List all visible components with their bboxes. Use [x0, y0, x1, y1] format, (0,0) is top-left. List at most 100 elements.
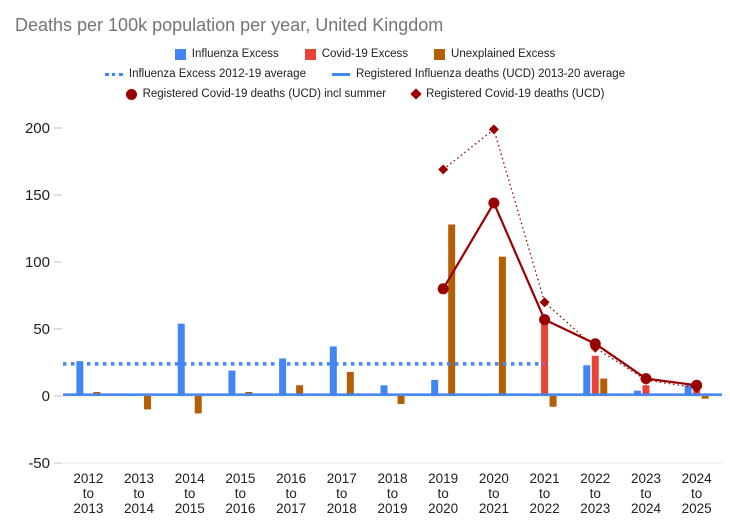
x-axis-label: 2021 — [479, 501, 509, 516]
x-axis-label: to — [387, 486, 398, 501]
legend-label: Influenza Excess — [191, 48, 279, 60]
legend-item-registered-covid-19-deaths-ucd-incl-summer: Registered Covid-19 deaths (UCD) incl su… — [125, 88, 387, 100]
marker-diamond-icon — [488, 124, 499, 135]
y-axis-label: -50 — [28, 455, 50, 472]
chart-legend: Influenza Excess Covid-19 Excess Unexplain… — [0, 46, 730, 102]
x-axis-label: to — [691, 486, 702, 501]
x-axis-label: 2018 — [327, 501, 357, 516]
x-axis-label: 2022 — [580, 471, 610, 486]
bar-unexplained-excess — [346, 371, 354, 396]
bar-influenza-excess — [684, 385, 692, 396]
legend-item-registered-covid-19-deaths-ucd: Registered Covid-19 deaths (UCD) — [410, 88, 605, 100]
line-registered-covid-19-deaths-ucd-incl-summer — [442, 200, 697, 387]
bar-unexplained-excess — [144, 396, 152, 410]
bar-influenza-excess — [431, 379, 439, 396]
x-axis-label: 2015 — [175, 501, 205, 516]
bar-unexplained-excess — [448, 224, 456, 396]
bar-influenza-excess — [583, 365, 591, 396]
bar-influenza-excess — [279, 358, 287, 396]
marker-circle-icon — [640, 373, 652, 385]
x-axis-label: to — [336, 486, 347, 501]
x-axis-label: 2013 — [124, 471, 154, 486]
y-axis-label: 200 — [25, 120, 50, 137]
x-axis-label: 2025 — [682, 501, 712, 516]
bar-influenza-excess — [76, 361, 84, 396]
x-axis-label: 2020 — [479, 471, 509, 486]
bar-covid-19-excess — [642, 385, 650, 396]
legend-swatch-square-icon — [434, 48, 446, 60]
legend-swatch-diamond-icon — [410, 88, 422, 100]
bar-unexplained-excess — [549, 396, 557, 407]
bar-unexplained-excess — [498, 256, 506, 396]
x-axis-label: 2017 — [327, 471, 357, 486]
x-axis-label: to — [83, 486, 94, 501]
marker-circle-icon — [691, 379, 703, 391]
x-axis-label: 2019 — [377, 501, 407, 516]
bar-influenza-excess — [228, 370, 236, 396]
x-axis-label: 2015 — [225, 471, 255, 486]
bar-influenza-excess — [177, 323, 185, 396]
x-axis-label: 2024 — [631, 501, 662, 516]
bar-covid-19-excess — [541, 319, 549, 396]
bar-covid-19-excess — [591, 355, 599, 396]
marker-circle-icon — [539, 314, 551, 326]
legend-item-registered-influenza-deaths-ucd-2013-20-average: Registered Influenza deaths (UCD) 2013-2… — [331, 68, 626, 80]
bar-unexplained-excess — [296, 385, 304, 396]
legend-swatch-line-icon — [331, 72, 350, 76]
x-axis-label: 2012 — [73, 471, 103, 486]
marker-diamond-icon — [539, 297, 550, 308]
bar-unexplained-excess — [397, 396, 405, 405]
legend-label: Registered Covid-19 deaths (UCD) incl su… — [142, 88, 387, 100]
legend-label: Covid-19 Excess — [321, 48, 409, 60]
marker-circle-icon — [488, 197, 500, 209]
x-axis-label: 2021 — [530, 471, 560, 486]
legend-label: Influenza Excess 2012-19 average — [128, 68, 306, 80]
bar-unexplained-excess — [600, 378, 608, 396]
x-axis-label: 2023 — [580, 501, 610, 516]
chart-plot: -500501001502002012to20132013to20142014t… — [25, 120, 722, 516]
marker-circle-icon — [589, 338, 601, 350]
chart-title: Deaths per 100k population per year, Uni… — [15, 15, 444, 35]
x-axis-label: 2024 — [682, 471, 713, 486]
x-axis-label: to — [488, 486, 499, 501]
x-axis-label: 2017 — [276, 501, 306, 516]
x-axis-label: 2018 — [377, 471, 407, 486]
x-axis-label: 2014 — [124, 501, 155, 516]
bar-influenza-excess — [380, 385, 388, 396]
legend-item-unexplained-excess: Unexplained Excess — [434, 48, 555, 60]
y-axis-label: 50 — [33, 321, 50, 338]
x-axis-label: 2014 — [175, 471, 206, 486]
x-axis-label: 2023 — [631, 471, 661, 486]
legend-swatch-dotted-line-icon — [104, 72, 123, 76]
y-axis-label: 100 — [25, 254, 50, 271]
legend-swatch-circle-icon — [125, 88, 137, 100]
x-axis-label: to — [285, 486, 296, 501]
legend-item-covid-19-excess: Covid-19 Excess — [304, 48, 409, 60]
y-axis-label: 150 — [25, 187, 50, 204]
line-registered-covid-19-deaths-ucd — [442, 128, 697, 389]
legend-label: Unexplained Excess — [451, 48, 556, 60]
x-axis-label: to — [133, 486, 144, 501]
x-axis-label: to — [184, 486, 195, 501]
x-axis-label: 2019 — [428, 471, 458, 486]
x-axis-label: to — [235, 486, 246, 501]
x-axis-label: 2022 — [530, 501, 560, 516]
legend-label: Registered Covid-19 deaths (UCD) — [426, 88, 605, 100]
x-axis-label: 2013 — [73, 501, 103, 516]
bar-unexplained-excess — [701, 396, 709, 399]
x-axis-label: 2020 — [428, 501, 458, 516]
bar-influenza-excess — [329, 346, 337, 396]
legend-item-influenza-excess: Influenza Excess — [174, 48, 279, 60]
marker-circle-icon — [437, 283, 449, 295]
legend-item-influenza-excess-2012-19-average: Influenza Excess 2012-19 average — [104, 68, 306, 80]
legend-row: Influenza Excess Covid-19 Excess Unexplain… — [174, 46, 555, 62]
x-axis-label: to — [640, 486, 651, 501]
y-axis-label: 0 — [42, 388, 50, 405]
bar-unexplained-excess — [194, 396, 202, 414]
x-axis-label: 2016 — [276, 471, 306, 486]
legend-swatch-square-icon — [174, 48, 186, 60]
legend-row: Registered Covid-19 deaths (UCD) incl su… — [125, 86, 605, 102]
legend-label: Registered Influenza deaths (UCD) 2013-2… — [355, 68, 626, 80]
x-axis-label: 2016 — [225, 501, 255, 516]
